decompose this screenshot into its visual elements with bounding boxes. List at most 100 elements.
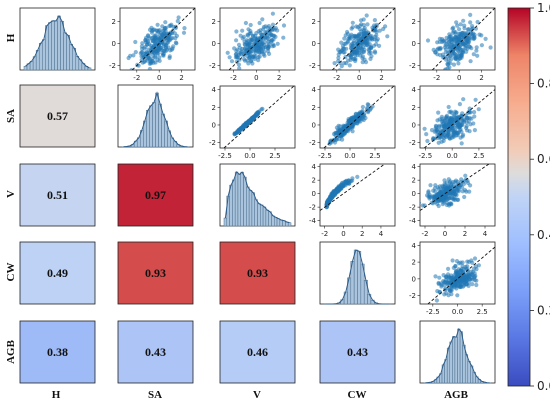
scatter-point bbox=[465, 282, 470, 287]
scatter-point bbox=[460, 35, 465, 40]
scatter-point bbox=[227, 55, 232, 60]
scatter-SA-CW-xtick-label: -2.5 bbox=[318, 152, 332, 160]
scatter-point bbox=[339, 64, 344, 69]
scatter-point bbox=[470, 282, 475, 287]
scatter-point bbox=[453, 109, 458, 114]
hist-bar-SA bbox=[149, 105, 153, 148]
scatter-H-V-points bbox=[225, 8, 294, 70]
scatter-point bbox=[243, 20, 248, 26]
scatter-V-CW-ytick-label: 0 bbox=[312, 190, 316, 198]
scatter-point bbox=[250, 37, 255, 43]
scatter-CW-AGB-ytick-label: -2 bbox=[409, 292, 416, 300]
hist-bar-V bbox=[243, 176, 247, 227]
scatter-point bbox=[275, 41, 280, 46]
scatter-point bbox=[422, 126, 427, 131]
scatter-point bbox=[242, 57, 247, 62]
scatter-H-CW-ytick-label: 2 bbox=[312, 18, 316, 26]
scatter-point bbox=[361, 31, 366, 37]
scatter-point bbox=[238, 33, 243, 38]
scatter-point bbox=[467, 273, 472, 278]
scatter-point bbox=[441, 279, 446, 284]
scatter-point bbox=[265, 25, 270, 30]
scatter-SA-V-xtick-label: 2.5 bbox=[269, 152, 280, 160]
scatter-point bbox=[449, 292, 454, 297]
scatter-H-AGB-ytick-label: 0 bbox=[412, 40, 416, 48]
scatter-point bbox=[372, 49, 377, 54]
hist-bar-CW bbox=[357, 251, 362, 305]
scatter-point bbox=[265, 46, 270, 51]
hist-bar-SA bbox=[152, 102, 156, 148]
scatter-point bbox=[420, 201, 421, 205]
scatter-H-AGB-ytick-label: 2 bbox=[412, 18, 416, 26]
scatter-point bbox=[333, 68, 337, 70]
scatter-point bbox=[269, 38, 274, 43]
scatter-point bbox=[349, 45, 354, 51]
scatter-point bbox=[440, 198, 445, 203]
scatter-point bbox=[160, 39, 165, 44]
scatter-point bbox=[439, 283, 444, 288]
scatter-point bbox=[458, 51, 463, 56]
scatter-H-CW-ytick-label: 0 bbox=[312, 40, 316, 48]
scatter-point bbox=[444, 275, 449, 280]
scatter-H-CW-xtick-label: 2 bbox=[379, 74, 383, 82]
hist-bar-SA bbox=[161, 113, 165, 148]
scatter-point bbox=[459, 277, 465, 282]
hist-bar-H bbox=[66, 35, 70, 71]
row-label-V: V bbox=[5, 190, 17, 198]
scatter-point bbox=[446, 104, 451, 110]
scatter-point bbox=[266, 37, 271, 42]
scatter-point bbox=[257, 54, 262, 59]
scatter-point bbox=[153, 60, 158, 65]
scatter-point bbox=[257, 50, 262, 55]
scatter-point bbox=[348, 54, 353, 60]
scatter-point bbox=[251, 49, 256, 54]
scatter-point bbox=[360, 60, 365, 65]
scatter-SA-AGB-ytick-label: -2 bbox=[409, 139, 416, 147]
scatter-H-AGB-xtick-label: 2 bbox=[479, 74, 483, 82]
scatter-V-AGB-ytick-label: 2 bbox=[412, 177, 416, 185]
heatmap-value-SA-H: 0.57 bbox=[47, 109, 68, 123]
scatter-point bbox=[458, 43, 463, 48]
hist-bar-V bbox=[265, 209, 269, 227]
scatter-point bbox=[260, 17, 265, 22]
scatter-point bbox=[468, 122, 473, 127]
scatter-point bbox=[469, 258, 474, 263]
hist-bar-H bbox=[75, 56, 80, 71]
scatter-SA-CW-points bbox=[323, 86, 395, 148]
hist-bar-V bbox=[271, 215, 275, 227]
scatter-point bbox=[361, 117, 366, 123]
scatter-point bbox=[344, 181, 349, 186]
scatter-point bbox=[167, 54, 172, 59]
scatter-point bbox=[343, 123, 348, 128]
scatter-point bbox=[473, 264, 479, 269]
heatmap-value-AGB-V: 0.46 bbox=[247, 345, 268, 359]
scatter-point bbox=[256, 58, 261, 63]
scatter-point bbox=[153, 54, 158, 59]
scatter-point bbox=[446, 281, 451, 286]
hist-bar-AGB bbox=[464, 354, 469, 384]
scatter-point bbox=[166, 34, 171, 39]
scatter-point bbox=[234, 59, 239, 64]
scatter-V-AGB-identity-line bbox=[420, 164, 490, 211]
heatmap-cell-AGB-V bbox=[219, 320, 296, 384]
hist-bar-H bbox=[38, 42, 43, 71]
scatter-V-AGB-ytick-label: 4 bbox=[412, 163, 417, 171]
scatter-point bbox=[463, 173, 468, 178]
scatter-point bbox=[148, 60, 153, 65]
scatter-point bbox=[342, 36, 347, 41]
scatter-point bbox=[449, 42, 454, 47]
scatter-point bbox=[476, 107, 481, 112]
scatter-point bbox=[359, 41, 365, 46]
scatter-SA-AGB-xtick-label: 0.0 bbox=[447, 152, 458, 160]
scatter-point bbox=[472, 114, 477, 119]
scatter-point bbox=[428, 183, 433, 188]
scatter-SA-AGB-points bbox=[422, 89, 495, 148]
heatmap-value-CW-V: 0.93 bbox=[247, 266, 268, 280]
scatter-H-SA-xtick-label: 0 bbox=[157, 74, 161, 82]
scatter-point bbox=[151, 38, 156, 44]
scatter-point bbox=[147, 66, 152, 70]
scatter-point bbox=[373, 34, 378, 40]
scatter-point bbox=[474, 278, 479, 283]
scatter-point bbox=[426, 189, 431, 194]
